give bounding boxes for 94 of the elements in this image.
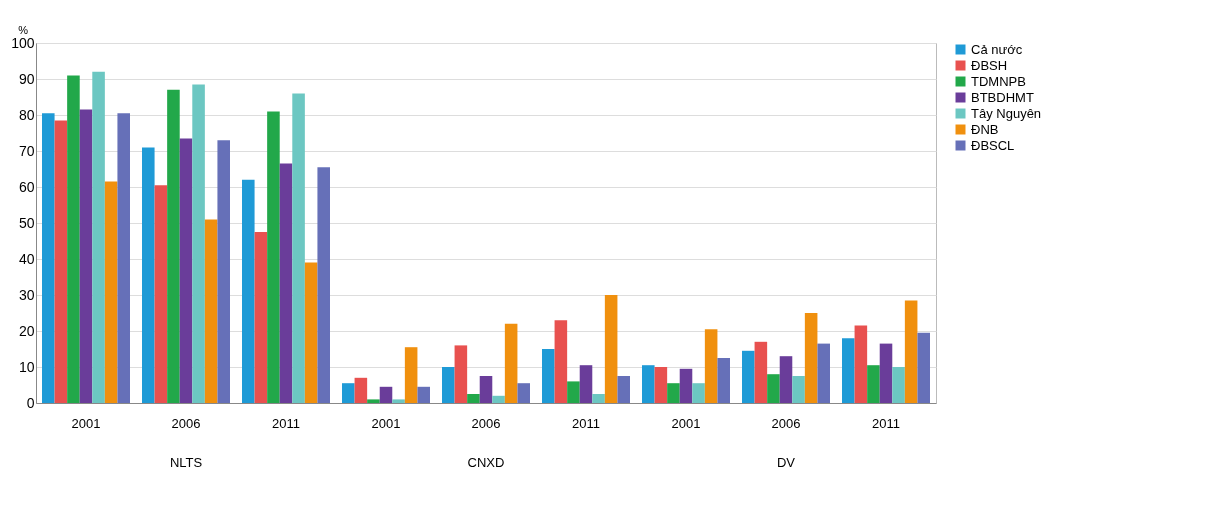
- bar: [167, 89, 180, 403]
- text: NLTS: [169, 455, 203, 470]
- bar: [417, 386, 430, 403]
- bar: [754, 341, 768, 403]
- bar: [567, 381, 580, 403]
- bar: [104, 181, 118, 403]
- bar: [242, 179, 255, 403]
- y-tick-label: 40: [18, 250, 35, 267]
- bar: [542, 349, 555, 403]
- x-tick-label: 2006: [171, 415, 201, 431]
- bar: [442, 367, 455, 403]
- x-tick-label: 2001: [71, 415, 101, 431]
- bar: [854, 325, 868, 403]
- bar: [554, 320, 568, 403]
- bar: [92, 71, 105, 403]
- legend-label: Cả nước: [971, 41, 1023, 57]
- bar: [742, 350, 755, 403]
- bar: [404, 347, 418, 403]
- bar: [392, 399, 405, 403]
- legend-label: ĐNB: [971, 121, 999, 137]
- bar: [692, 383, 705, 403]
- bar: [67, 75, 80, 403]
- bar: [479, 376, 493, 403]
- x-tick-label: 2006: [771, 415, 801, 431]
- bar: [867, 365, 880, 403]
- bar: [604, 295, 618, 403]
- x-tick-label: 2011: [572, 415, 600, 431]
- y-tick-label: 60: [18, 178, 35, 195]
- bar: [679, 368, 693, 403]
- y-axis-title: %: [18, 24, 29, 36]
- bar: [379, 386, 393, 403]
- bar: [504, 323, 518, 403]
- x-tick-label: 2011: [872, 415, 900, 431]
- bar: [292, 93, 305, 403]
- bar: [879, 343, 893, 403]
- bar: [892, 367, 905, 403]
- bar: [517, 383, 530, 403]
- bar: [454, 345, 468, 403]
- bar: [304, 262, 318, 403]
- bar: [779, 356, 793, 403]
- bar: [617, 376, 630, 403]
- text: CNXD: [467, 455, 505, 470]
- bar: [917, 332, 930, 403]
- bar: [667, 383, 680, 403]
- bar: [704, 329, 718, 403]
- bar: [767, 374, 780, 403]
- bar: [254, 232, 268, 403]
- bar: [579, 365, 593, 403]
- bar: [654, 367, 668, 403]
- bar: [317, 167, 330, 403]
- legend-label: Tây Nguyên: [971, 105, 1042, 121]
- bar: [192, 84, 205, 403]
- x-tick-label: 2001: [371, 415, 401, 431]
- y-tick-label: 50: [18, 214, 35, 231]
- bar: [592, 394, 605, 403]
- bar: [842, 338, 855, 403]
- y-tick-label: 10: [18, 358, 35, 375]
- bar: [904, 300, 918, 403]
- bar: [204, 219, 218, 403]
- legend-label: ĐBSH: [971, 57, 1008, 73]
- y-tick-label: 90: [18, 70, 35, 87]
- y-tick-label: 100: [11, 34, 35, 51]
- legend-label: ĐBSCL: [971, 137, 1015, 153]
- bar: [217, 140, 230, 403]
- x-tick-label: 2001: [671, 415, 701, 431]
- bar: [792, 376, 805, 403]
- bar: [142, 147, 155, 403]
- x-tick-label: 2006: [471, 415, 501, 431]
- legend-label: TDMNPB: [971, 73, 1026, 89]
- x-tick-label: 2011: [272, 415, 300, 431]
- bar: [42, 113, 55, 403]
- text: DV: [776, 455, 796, 470]
- bar: [354, 377, 368, 403]
- bar: [817, 343, 830, 403]
- y-tick-label: 70: [18, 142, 35, 159]
- legend-label: BTBDHMT: [971, 89, 1034, 105]
- bar: [179, 138, 193, 403]
- bar: [492, 395, 505, 403]
- bar: [467, 394, 480, 403]
- y-tick-label: 30: [18, 286, 35, 303]
- bar: [367, 399, 380, 403]
- bar: [717, 358, 730, 403]
- bar: [342, 383, 355, 403]
- bar: [642, 365, 655, 403]
- bar: [117, 113, 130, 403]
- bar: [79, 109, 93, 403]
- y-tick-label: 0: [26, 394, 35, 411]
- bar: [54, 120, 68, 403]
- bar: [267, 111, 280, 403]
- bar: [279, 163, 293, 403]
- y-tick-label: 20: [18, 322, 35, 339]
- bar: [804, 313, 818, 403]
- bar: [154, 185, 168, 403]
- y-tick-label: 80: [18, 106, 35, 123]
